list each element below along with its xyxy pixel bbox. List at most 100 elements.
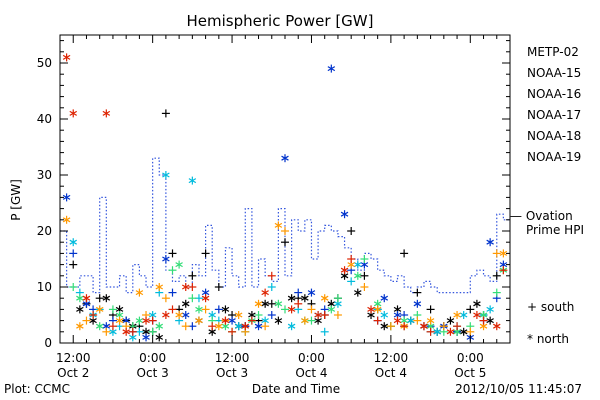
noaa-18-south-point	[439, 322, 448, 331]
noaa-19-south-point	[168, 305, 177, 314]
data-points	[62, 53, 508, 342]
metp-02-north-point	[274, 316, 283, 325]
noaa-19-south-point	[320, 311, 329, 319]
noaa-19-north-point	[473, 311, 481, 319]
noaa-19-north-point	[367, 305, 375, 314]
metp-02-north-point	[486, 316, 494, 325]
noaa-15-south-point	[267, 311, 276, 319]
noaa-17-south-point	[492, 288, 501, 297]
x-tick-label-time: 0:00	[457, 351, 484, 365]
metp-02-south-point	[400, 249, 409, 258]
y-tick-label: 40	[37, 112, 52, 126]
noaa-18-north-point	[76, 322, 84, 331]
noaa-19-north-point	[314, 311, 322, 319]
noaa-17-north-point	[274, 299, 283, 308]
legend-north: * north	[527, 332, 569, 346]
noaa-15-north-point	[181, 311, 190, 319]
metp-02-north-point	[102, 294, 111, 303]
noaa-16-north-point	[162, 171, 170, 179]
noaa-15-south-point	[294, 288, 303, 297]
legend-noaa-16: NOAA-16	[527, 87, 581, 101]
noaa-19-north-point	[102, 109, 111, 118]
legend-metp-02: METP-02	[527, 45, 579, 59]
metp-02-north-point	[287, 294, 296, 303]
noaa-18-south-point	[102, 327, 111, 336]
noaa-15-north-point	[142, 333, 150, 342]
noaa-16-north-point	[459, 311, 468, 319]
x-tick-label-date: Oct 3	[216, 366, 248, 380]
noaa-18-north-point	[320, 294, 329, 303]
x-axis-label: Date and Time	[252, 382, 340, 396]
metp-02-south-point	[168, 249, 177, 258]
noaa-18-south-point	[386, 322, 395, 331]
noaa-19-north-point	[340, 266, 349, 275]
x-tick-label-time: 12:00	[215, 351, 250, 365]
metp-02-south-point	[426, 305, 435, 314]
metp-02-north-point	[380, 322, 389, 331]
noaa-18-south-point	[261, 322, 270, 331]
legend-ovation-line2: Prime HPI	[526, 223, 584, 237]
metp-02-south-point	[360, 271, 369, 280]
noaa-19-south-point	[294, 299, 303, 308]
noaa-17-north-point	[155, 322, 164, 331]
noaa-18-north-point	[453, 311, 461, 319]
metp-02-north-point	[301, 294, 309, 303]
noaa-19-south-point	[128, 327, 137, 336]
y-axis-label: P [GW]	[9, 179, 23, 221]
noaa-17-south-point	[281, 305, 289, 314]
legend-south: + south	[527, 300, 574, 314]
noaa-15-north-point	[380, 294, 389, 303]
noaa-16-north-point	[354, 260, 362, 269]
noaa-15-north-point	[62, 193, 71, 202]
noaa-15-north-point	[486, 238, 494, 247]
noaa-16-north-point	[406, 316, 415, 325]
legend-ovation-line1: — Ovation	[510, 209, 573, 223]
noaa-19-south-point	[426, 327, 435, 336]
legend: METP-02 NOAA-15 NOAA-16 NOAA-17 NOAA-18 NOAA-…	[510, 45, 584, 346]
noaa-18-north-point	[254, 299, 263, 308]
noaa-19-south-point	[108, 322, 117, 331]
metp-02-north-point	[459, 327, 468, 336]
noaa-19-south-point	[373, 316, 382, 325]
y-tick-label: 10	[37, 280, 52, 294]
noaa-15-north-point	[340, 210, 349, 219]
noaa-18-south-point	[333, 311, 342, 319]
legend-noaa-18: NOAA-18	[527, 129, 581, 143]
noaa-17-south-point	[360, 255, 369, 263]
noaa-19-north-point	[241, 322, 250, 331]
noaa-18-south-point	[360, 283, 369, 291]
noaa-15-north-point	[228, 316, 236, 325]
noaa-19-south-point	[453, 322, 462, 331]
metp-02-south-point	[161, 109, 170, 118]
noaa-18-north-point	[215, 322, 223, 331]
noaa-17-north-point	[195, 305, 203, 314]
noaa-16-north-point	[69, 238, 77, 247]
noaa-18-north-point	[155, 283, 164, 291]
noaa-19-north-point	[287, 305, 296, 314]
metp-02-south-point	[492, 271, 501, 280]
noaa-15-north-point	[307, 288, 316, 297]
noaa-17-south-point	[254, 311, 263, 319]
legend-noaa-15: NOAA-15	[527, 66, 581, 80]
noaa-19-north-point	[393, 316, 402, 325]
noaa-15-south-point	[69, 249, 78, 258]
noaa-16-north-point	[287, 322, 296, 331]
metp-02-south-point	[267, 299, 276, 308]
metp-02-north-point	[155, 333, 164, 342]
noaa-19-south-point	[188, 283, 197, 291]
noaa-16-north-point	[188, 176, 197, 185]
timestamp: 2012/10/05 11:45:07	[455, 382, 582, 396]
noaa-16-north-point	[433, 327, 441, 336]
metp-02-south-point	[466, 305, 475, 314]
noaa-18-north-point	[115, 316, 124, 325]
noaa-18-south-point	[82, 316, 91, 325]
legend-noaa-17: NOAA-17	[527, 108, 581, 122]
noaa-18-south-point	[307, 305, 316, 314]
noaa-17-north-point	[135, 316, 144, 325]
noaa-17-north-point	[327, 305, 336, 314]
ovation-step-path	[60, 157, 510, 294]
noaa-15-north-point	[254, 322, 263, 331]
plot-frame	[59, 34, 511, 344]
noaa-17-south-point	[333, 294, 342, 303]
noaa-17-south-point	[148, 327, 157, 336]
